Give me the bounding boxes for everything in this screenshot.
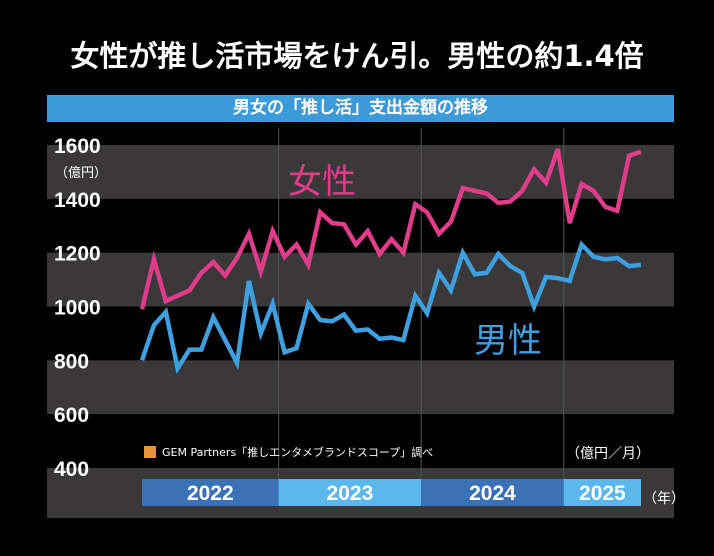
y-tick-label: 800 <box>54 350 89 373</box>
series-line-male <box>139 240 642 375</box>
source-note: GEM Partners「推しエンタメブランドスコープ」調べ <box>162 445 433 459</box>
year-bar-segment <box>563 479 641 506</box>
grid-band <box>47 252 674 307</box>
x-axis-unit: （年） <box>643 491 685 507</box>
year-bar-segment <box>142 479 279 506</box>
year-label: 2024 <box>469 482 516 505</box>
unit-note: （億円／月） <box>566 446 650 462</box>
series-label-female: 女性 <box>288 162 356 202</box>
y-tick-label: 1400 <box>54 189 101 212</box>
y-tick-label: 400 <box>54 458 89 481</box>
y-tick-label: 1000 <box>54 297 101 320</box>
year-label: 2025 <box>579 482 626 505</box>
chart-subtitle-bar: 男女の「推し活」支出金額の推移 <box>47 95 674 122</box>
y-tick-label: 1600 <box>54 135 101 158</box>
year-bar-segment <box>278 479 422 506</box>
source-marker-icon <box>144 446 156 458</box>
series-lines <box>139 148 642 375</box>
y-tick-label: 600 <box>54 404 89 427</box>
y-tick-label: 1200 <box>54 243 101 266</box>
year-axis: 2022 2023 2024 2025 <box>142 479 641 506</box>
year-label: 2022 <box>187 482 234 505</box>
grid-band <box>47 360 674 415</box>
grid-band <box>47 145 674 199</box>
y-axis-ticks: 1600 1400 1200 1000 800 600 400 <box>54 135 101 481</box>
y-axis-unit: （億円） <box>55 165 107 181</box>
series-label-male: 男性 <box>474 321 542 361</box>
year-bar-segment <box>421 479 564 506</box>
headline: 女性が推し活市場をけん引。男性の約1.4倍 <box>70 39 644 73</box>
year-label: 2023 <box>327 482 374 505</box>
chart-subtitle: 男女の「推し活」支出金額の推移 <box>233 98 488 118</box>
